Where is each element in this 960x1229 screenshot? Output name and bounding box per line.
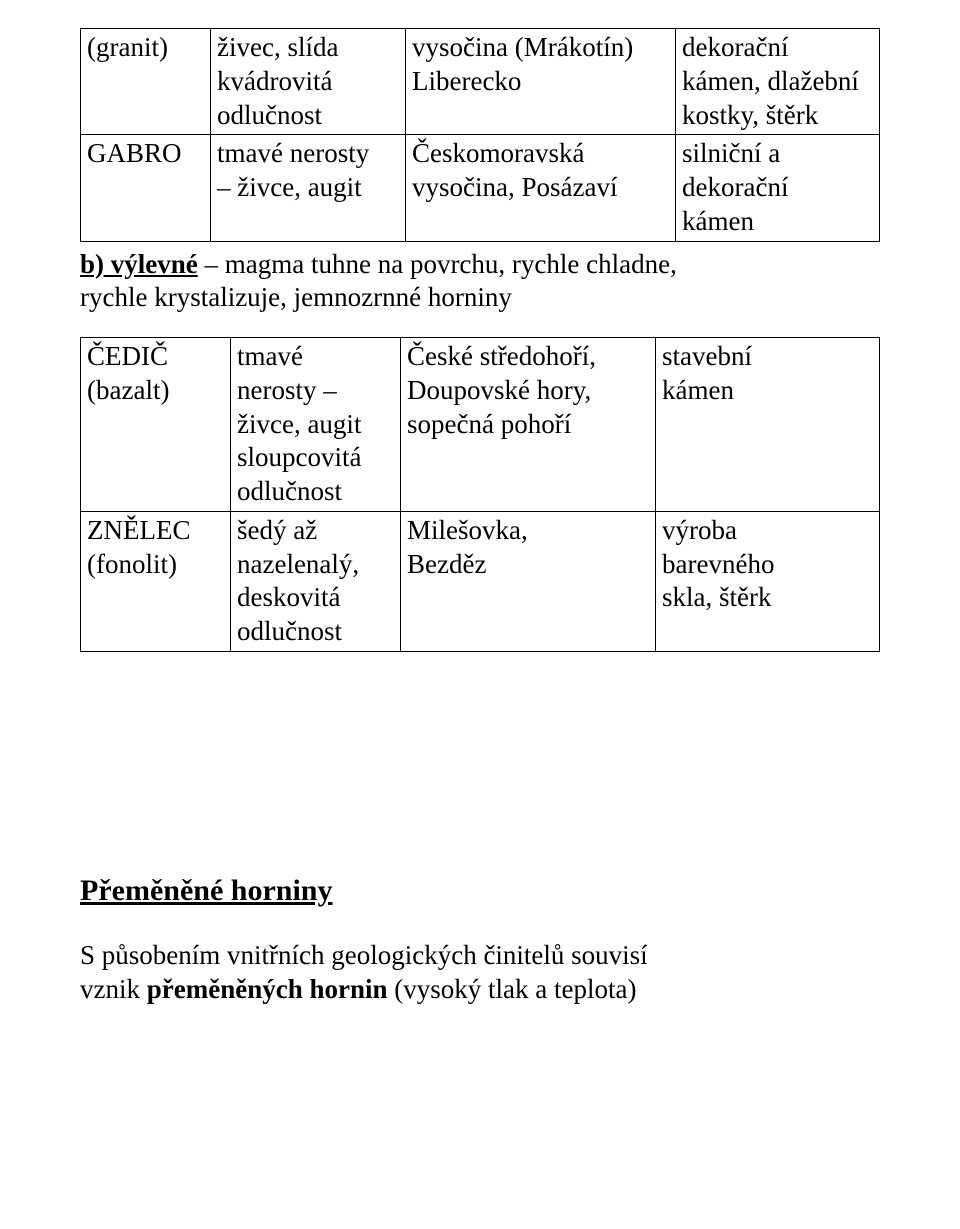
section-b-lead: b) výlevné [80, 249, 198, 279]
para-text: (vysoký tlak a teplota) [388, 974, 637, 1004]
heading-metamorphic: Přeměněné horniny [80, 872, 880, 910]
cell-text: (fonolit) [87, 549, 177, 579]
table-row: ZNĚLEC (fonolit) šedý až nazelenalý, des… [81, 511, 880, 651]
cell-text: šedý až [237, 515, 317, 545]
cell-text: tmavé [237, 341, 303, 371]
cell-use: stavební kámen [656, 338, 880, 512]
cell-location: České středohoří, Doupovské hory, sopečn… [401, 338, 656, 512]
cell-use: výroba barevného skla, štěrk [656, 511, 880, 651]
table-row: ČEDIČ (bazalt) tmavé nerosty – živce, au… [81, 338, 880, 512]
cell-text: odlučnost [217, 100, 322, 130]
cell-text: živec, slída [217, 32, 338, 62]
cell-text: (bazalt) [87, 375, 169, 405]
cell-text: kámen [682, 206, 754, 236]
table-row: GABRO tmavé nerosty – živce, augit Česko… [81, 135, 880, 241]
cell-text: dekorační [682, 172, 788, 202]
cell-text: ZNĚLEC [87, 515, 190, 545]
table-igneous-deep: (granit) živec, slída kvádrovitá odlučno… [80, 28, 880, 242]
cell-text: GABRO [87, 138, 182, 168]
cell-text: silniční a [682, 138, 780, 168]
paragraph-metamorphic: S působením vnitřních geologických činit… [80, 939, 880, 1007]
cell-text: výroba [662, 515, 737, 545]
cell-name: ČEDIČ (bazalt) [81, 338, 231, 512]
cell-location: Milešovka, Bezděz [401, 511, 656, 651]
cell-name: GABRO [81, 135, 211, 241]
cell-use: silniční a dekorační kámen [676, 135, 880, 241]
section-b-intro: b) výlevné – magma tuhne na povrchu, ryc… [80, 248, 880, 316]
table-igneous-effusive: ČEDIČ (bazalt) tmavé nerosty – živce, au… [80, 337, 880, 652]
cell-text: vysočina, Posázaví [412, 172, 617, 202]
cell-text: deskovitá [237, 582, 340, 612]
section-b-text: rychle krystalizuje, jemnozrnné horniny [80, 282, 512, 312]
cell-text: Českomoravská [412, 138, 584, 168]
cell-text: odlučnost [237, 616, 342, 646]
cell-name: (granit) [81, 29, 211, 135]
cell-composition: šedý až nazelenalý, deskovitá odlučnost [231, 511, 401, 651]
cell-composition: tmavé nerosty – živce, augit sloupcovitá… [231, 338, 401, 512]
cell-text: Liberecko [412, 66, 521, 96]
para-text: S působením vnitřních geologických činit… [80, 940, 648, 970]
cell-location: vysočina (Mrákotín) Liberecko [406, 29, 676, 135]
cell-text: Doupovské hory, [407, 375, 591, 405]
section-b-text: – magma tuhne na povrchu, rychle chladne… [198, 249, 677, 279]
cell-text: Milešovka, [407, 515, 528, 545]
cell-text: barevného [662, 549, 774, 579]
cell-text: (granit) [87, 32, 168, 62]
para-text: vznik [80, 974, 147, 1004]
cell-text: sopečná pohoří [407, 409, 571, 439]
cell-composition: tmavé nerosty – živce, augit [211, 135, 406, 241]
table-row: (granit) živec, slída kvádrovitá odlučno… [81, 29, 880, 135]
cell-text: skla, štěrk [662, 582, 771, 612]
cell-text: dekorační [682, 32, 788, 62]
cell-composition: živec, slída kvádrovitá odlučnost [211, 29, 406, 135]
cell-location: Českomoravská vysočina, Posázaví [406, 135, 676, 241]
cell-text: nazelenalý, [237, 549, 359, 579]
cell-text: živce, augit [237, 409, 361, 439]
cell-text: stavební [662, 341, 752, 371]
cell-text: odlučnost [237, 476, 342, 506]
cell-text: České středohoří, [407, 341, 596, 371]
cell-text: vysočina (Mrákotín) [412, 32, 633, 62]
cell-name: ZNĚLEC (fonolit) [81, 511, 231, 651]
cell-use: dekorační kámen, dlažební kostky, štěrk [676, 29, 880, 135]
cell-text: kámen [662, 375, 734, 405]
cell-text: – živce, augit [217, 172, 362, 202]
cell-text: sloupcovitá [237, 442, 361, 472]
cell-text: kámen, dlažební [682, 66, 859, 96]
cell-text: ČEDIČ [87, 341, 168, 371]
cell-text: kvádrovitá [217, 66, 332, 96]
cell-text: tmavé nerosty [217, 138, 369, 168]
para-bold: přeměněných hornin [147, 974, 388, 1004]
cell-text: kostky, štěrk [682, 100, 818, 130]
cell-text: Bezděz [407, 549, 486, 579]
cell-text: nerosty – [237, 375, 337, 405]
